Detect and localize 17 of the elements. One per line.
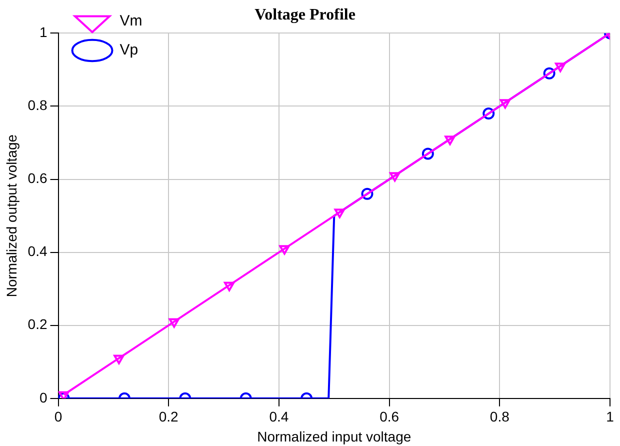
y-tick-label: 0.8 <box>28 97 48 114</box>
x-tick-label: 0.8 <box>490 408 510 425</box>
x-tick-label: 0.4 <box>269 408 289 425</box>
y-axis-title: Normalized output voltage <box>3 134 20 298</box>
y-tick-label: 0 <box>39 389 48 406</box>
y-tick-label: 1 <box>39 24 48 40</box>
x-tick-label: 0.2 <box>158 408 179 425</box>
chart-title: Voltage Profile <box>254 6 356 24</box>
y-tick-label: 0.4 <box>28 243 48 260</box>
x-tick-label: 0 <box>54 408 62 425</box>
legend-label: Vp <box>120 42 138 59</box>
y-tick-label: 0.2 <box>28 316 48 332</box>
legend-label: Vm <box>120 12 142 30</box>
x-tick-label: 0.6 <box>380 408 400 425</box>
x-tick-label: 1 <box>606 408 614 425</box>
x-axis-title: Normalized input voltage <box>257 428 412 444</box>
y-tick-label: 0.6 <box>28 170 48 186</box>
